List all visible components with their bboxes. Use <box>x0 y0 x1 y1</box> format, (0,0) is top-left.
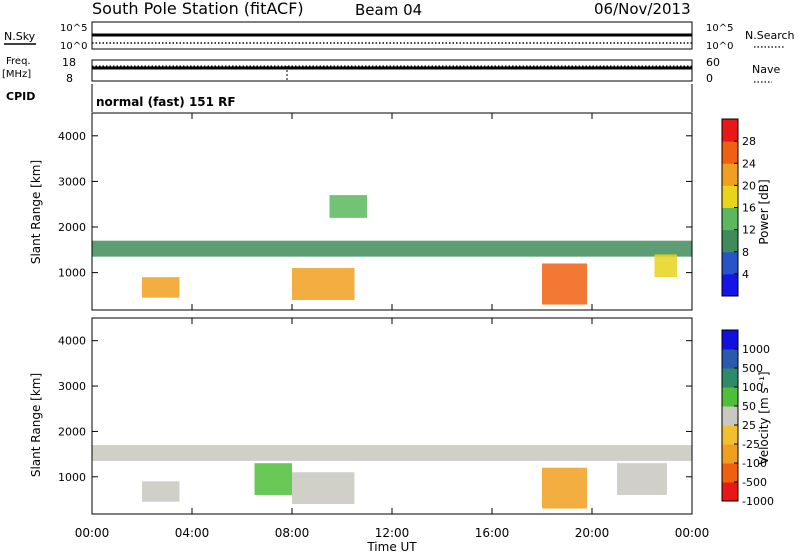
colorbar-tick-label: 16 <box>742 202 756 215</box>
y-tick-label: 1000 <box>58 267 86 280</box>
echo-region <box>254 463 292 495</box>
x-axis-label: Time UT <box>366 540 417 554</box>
colorbar-tick-label: 12 <box>742 224 756 237</box>
colorbar-segment <box>722 425 738 445</box>
colorbar-tick-label: -1000 <box>742 495 774 508</box>
colorbar-tick-label: 50 <box>742 400 756 413</box>
power-echo-layer <box>92 195 692 305</box>
echo-region <box>142 481 180 502</box>
noise-panel: N.Sky N.Search 10^5 10^0 10^5 10^0 <box>4 21 795 52</box>
colorbar-tick-label: 8 <box>742 246 749 259</box>
colorbar-segment <box>722 349 738 369</box>
echo-region <box>542 467 587 509</box>
x-tick-label: 08:00 <box>275 526 310 540</box>
colorbar-tick-label: 1000 <box>742 343 770 356</box>
cpid-text: normal (fast) 151 RF <box>96 95 236 109</box>
colorbar-segment <box>722 463 738 483</box>
colorbar-tick-label: 24 <box>742 157 756 170</box>
velocity-colorbar-label: Velocity [m s⁻¹] <box>757 371 771 464</box>
colorbar-segment <box>722 482 738 502</box>
velocity-panel: 00:00 04:00 08:00 12:00 16:00 20:00 00:00 1000 2… <box>29 317 774 540</box>
colorbar-segment <box>722 251 738 275</box>
colorbar-frame <box>721 329 739 502</box>
y-tick-label: 3000 <box>58 380 86 393</box>
velocity-echo-layer <box>92 445 692 509</box>
echo-region <box>329 195 367 218</box>
plot-title: South Pole Station (fitACF) <box>92 0 304 18</box>
colorbar-segment <box>722 273 738 297</box>
y-tick-label: 4000 <box>58 130 86 143</box>
y-tick-label: 1000 <box>58 471 86 484</box>
colorbar-tick-label: 28 <box>742 135 756 148</box>
y-tick-label: 4000 <box>58 335 86 348</box>
colorbar-segment <box>722 141 738 164</box>
echo-region <box>92 240 692 257</box>
colorbar-tick-label: 4 <box>742 268 749 281</box>
nave-label: Nave <box>752 63 780 76</box>
power-ylabel: Slant Range [km] <box>29 160 43 264</box>
velocity-colorbar: 1000 500 100 50 25 -25 -100 -500 -1000 <box>721 329 774 508</box>
y-tick-label: 2000 <box>58 425 86 438</box>
echo-region <box>542 263 587 305</box>
x-tick-label: 20:00 <box>575 526 610 540</box>
colorbar-segment <box>722 163 738 186</box>
freq-unit: [MHz] <box>2 69 31 80</box>
noise-tick-left-top: 10^5 <box>60 23 87 34</box>
beam-label: Beam 04 <box>355 1 422 19</box>
y-tick-label: 3000 <box>58 175 86 188</box>
power-colorbar-label: Power [dB] <box>757 179 771 244</box>
echo-region <box>92 445 692 461</box>
echo-region <box>617 463 667 495</box>
colorbar-tick-label: 25 <box>742 419 756 432</box>
cpid-row: CPID normal (fast) 151 RF <box>6 84 693 112</box>
colorbar-segment <box>722 406 738 426</box>
freq-panel: Freq. [MHz] 18 8 60 0 Nave <box>2 56 780 85</box>
colorbar-segment <box>722 207 738 231</box>
x-tick-label: 00:00 <box>675 526 710 540</box>
noise-tick-left-bottom: 10^0 <box>60 41 87 52</box>
freq-tick-top: 18 <box>62 56 76 69</box>
freq-label: Freq. <box>6 56 31 67</box>
x-tick-label: 16:00 <box>475 526 510 540</box>
power-colorbar: 4 8 12 16 20 24 28 <box>721 118 756 297</box>
x-tick-label: 04:00 <box>175 526 210 540</box>
echo-region <box>142 277 180 298</box>
noise-tick-right-top: 10^5 <box>706 23 733 34</box>
plot-frame <box>91 317 693 515</box>
x-tick-label: 12:00 <box>375 526 410 540</box>
freq-panel-frame <box>91 59 693 82</box>
cpid-label: CPID <box>6 90 35 103</box>
colorbar-segment <box>722 119 738 142</box>
colorbar-tick-label: -500 <box>742 476 767 489</box>
velocity-ylabel: Slant Range [km] <box>29 373 43 477</box>
echo-region <box>292 472 355 505</box>
colorbar-tick-label: -25 <box>742 438 760 451</box>
power-panel: 1000 2000 3000 4000 Slant Range [km] 4 8 12 16… <box>29 112 771 311</box>
colorbar-segment <box>722 229 738 253</box>
date-label: 06/Nov/2013 <box>594 0 691 18</box>
noise-nsearch-label: N.Search <box>745 29 795 42</box>
velocity-axes: 00:00 04:00 08:00 12:00 16:00 20:00 00:00 1000 2… <box>58 317 710 540</box>
echo-region <box>292 268 355 300</box>
colorbar-segment <box>722 387 738 407</box>
x-tick-label: 00:00 <box>75 526 110 540</box>
plot-frame <box>91 112 693 311</box>
nave-tick-bottom: 0 <box>706 72 713 85</box>
colorbar-segment <box>722 330 738 350</box>
noise-tick-right-bottom: 10^0 <box>706 41 733 52</box>
y-tick-label: 2000 <box>58 221 86 234</box>
colorbar-tick-label: 500 <box>742 362 763 375</box>
nave-tick-top: 60 <box>706 56 720 69</box>
colorbar-segment <box>722 185 738 208</box>
power-axes: 1000 2000 3000 4000 <box>58 112 693 311</box>
colorbar-tick-label: -100 <box>742 457 767 470</box>
echo-region <box>654 254 677 278</box>
colorbar-segment <box>722 368 738 388</box>
colorbar-segment <box>722 444 738 464</box>
colorbar-tick-label: 100 <box>742 381 763 394</box>
colorbar-tick-label: 20 <box>742 179 756 192</box>
freq-tick-bottom: 8 <box>66 72 73 85</box>
noise-nsky-label: N.Sky <box>4 30 36 43</box>
